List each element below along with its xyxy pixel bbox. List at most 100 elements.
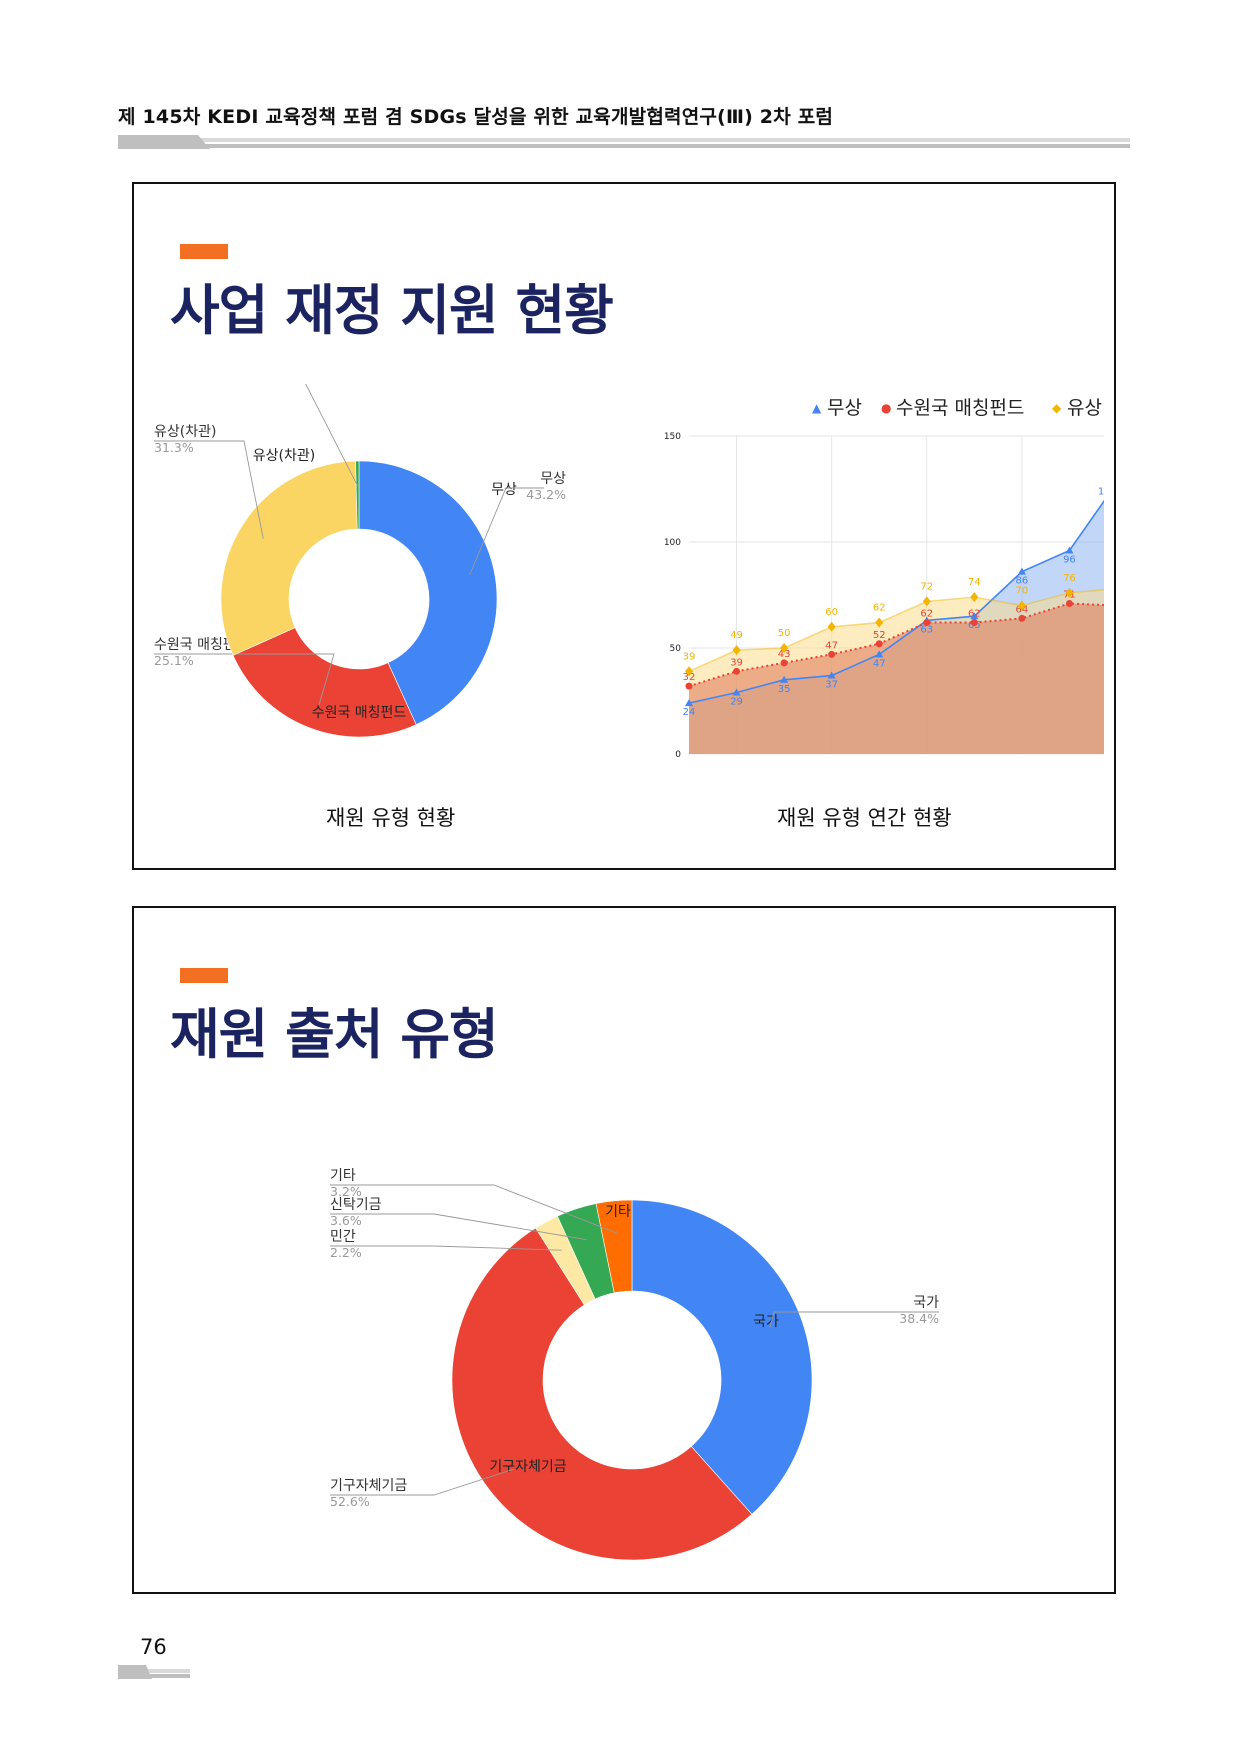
data-label: 29 bbox=[730, 697, 743, 708]
legend-label: 무상 bbox=[827, 397, 862, 419]
data-label: 37 bbox=[825, 680, 838, 691]
slice-percent: 2.2% bbox=[330, 1245, 362, 1260]
donut-slice bbox=[631, 1199, 813, 1515]
slice-label: 수원국 매칭펀드 bbox=[154, 637, 249, 653]
data-label: 86 bbox=[1016, 576, 1029, 587]
data-label: 62 bbox=[968, 609, 981, 620]
slide-funding-source: 재원 출처 유형 국가 국가 38.4% 기구자체기금 기구자체기금 52.6% 민간 2.2… bbox=[132, 906, 1116, 1594]
slide-title: 재원 출처 유형 bbox=[170, 1003, 499, 1066]
leader-line bbox=[330, 1468, 515, 1496]
slice-percent: 52.6% bbox=[330, 1494, 370, 1509]
slice-inner-label: 무상 bbox=[491, 482, 517, 498]
data-label: 76 bbox=[1063, 573, 1076, 584]
title-accent-bar bbox=[180, 244, 228, 259]
legend-label: 수원국 매칭펀드 bbox=[896, 397, 1024, 419]
slice-label: 신탁기금 bbox=[330, 1197, 382, 1213]
data-point bbox=[1065, 599, 1073, 607]
slice-label: 민간 bbox=[330, 1229, 356, 1245]
legend-marker: ▲ bbox=[812, 401, 822, 415]
leader-line bbox=[469, 487, 544, 576]
data-point bbox=[1017, 567, 1026, 575]
data-label: 52 bbox=[873, 630, 886, 641]
slice-percent: 3.2% bbox=[330, 1184, 362, 1199]
data-label: 43 bbox=[778, 649, 791, 660]
y-tick-label: 100 bbox=[664, 538, 681, 548]
series-line bbox=[688, 499, 1104, 704]
y-tick-label: 0 bbox=[675, 750, 681, 759]
slice-percent: 38.4% bbox=[899, 1311, 939, 1326]
data-point bbox=[828, 650, 836, 658]
data-point bbox=[827, 671, 836, 679]
y-tick-label: 50 bbox=[670, 644, 682, 654]
data-point bbox=[685, 666, 693, 677]
page-number: 76 bbox=[140, 1635, 167, 1659]
header-title: 제 145차 KEDI 교육정책 포럼 겸 SDGs 달성을 위한 교육개발협력… bbox=[118, 106, 834, 128]
leader-line bbox=[330, 1245, 562, 1251]
series-line bbox=[688, 602, 1104, 688]
data-point bbox=[875, 650, 884, 658]
annual-funding-area-chart: 0501001502010201220142016201824293537476… bbox=[664, 397, 1104, 759]
data-point bbox=[922, 596, 931, 607]
data-label: 47 bbox=[825, 640, 838, 651]
data-label: 62 bbox=[873, 603, 886, 614]
slice-percent: 3.6% bbox=[330, 1213, 362, 1228]
leader-line bbox=[330, 1213, 587, 1241]
slice-inner-label: 기타 bbox=[605, 1204, 631, 1220]
data-label: 47 bbox=[873, 658, 886, 669]
data-point bbox=[685, 699, 693, 707]
slide-financial-support: 사업 재정 지원 현황 무상 무상 43.2% 수원국 매칭펀드 수원국 매칭펀드 25.… bbox=[132, 182, 1116, 870]
data-point bbox=[780, 659, 788, 667]
legend-marker: ● bbox=[881, 401, 891, 415]
data-point bbox=[923, 619, 931, 627]
data-label: 70 bbox=[1016, 586, 1029, 597]
caption-annual-funding: 재원 유형 연간 현황 bbox=[777, 806, 952, 830]
donut-slice bbox=[220, 460, 358, 656]
data-point bbox=[732, 688, 741, 696]
donut-slice bbox=[595, 1199, 633, 1294]
data-label: 62 bbox=[920, 609, 933, 620]
donut-slice bbox=[232, 627, 417, 738]
data-point bbox=[1065, 587, 1074, 598]
title-accent-bar bbox=[180, 968, 228, 983]
data-label: 24 bbox=[683, 707, 696, 718]
slice-inner-label: 국가 bbox=[753, 1314, 779, 1330]
header-divider bbox=[118, 135, 1130, 149]
data-point bbox=[875, 617, 884, 628]
leader-line bbox=[154, 653, 335, 705]
slice-label: 기구자체기금 bbox=[330, 1478, 407, 1494]
data-label: 50 bbox=[778, 628, 791, 639]
data-point bbox=[733, 667, 741, 675]
data-point bbox=[780, 675, 789, 683]
slice-label: 국가 bbox=[913, 1295, 939, 1311]
data-label: 60 bbox=[825, 607, 838, 618]
data-point bbox=[970, 592, 979, 603]
legend-marker: ◆ bbox=[1052, 401, 1062, 415]
data-point bbox=[685, 682, 693, 690]
slice-label: 유상(차관) bbox=[154, 424, 216, 440]
leader-line bbox=[154, 440, 264, 539]
data-label: 39 bbox=[730, 657, 743, 668]
slice-percent: 43.2% bbox=[526, 487, 566, 502]
caption-funding-type: 재원 유형 현황 bbox=[326, 806, 456, 830]
slice-inner-label: 기구자체기금 bbox=[489, 1459, 566, 1475]
y-tick-label: 150 bbox=[664, 432, 681, 442]
series-line bbox=[688, 588, 1104, 673]
funding-source-donut-chart: 국가국가38.4%기구자체기금기구자체기금52.6%민간2.2%신탁기금3.6%… bbox=[330, 1168, 939, 1561]
data-point bbox=[970, 619, 978, 627]
data-label: 32 bbox=[683, 672, 696, 683]
series-area bbox=[689, 603, 1104, 754]
data-label: 35 bbox=[778, 684, 791, 695]
data-point bbox=[827, 621, 836, 632]
data-point bbox=[1065, 546, 1074, 554]
slice-inner-label: 수원국 매칭펀드 bbox=[312, 705, 407, 721]
data-point bbox=[970, 612, 979, 620]
data-point bbox=[1017, 600, 1026, 611]
data-point bbox=[732, 645, 741, 656]
legend-label: 유상 (차관) bbox=[1067, 397, 1104, 419]
data-label: 63 bbox=[920, 624, 933, 635]
donut-slice bbox=[355, 460, 360, 530]
leader-line bbox=[330, 1184, 618, 1234]
slide-title: 사업 재정 지원 현황 bbox=[170, 279, 614, 342]
donut-slice bbox=[451, 1227, 753, 1561]
